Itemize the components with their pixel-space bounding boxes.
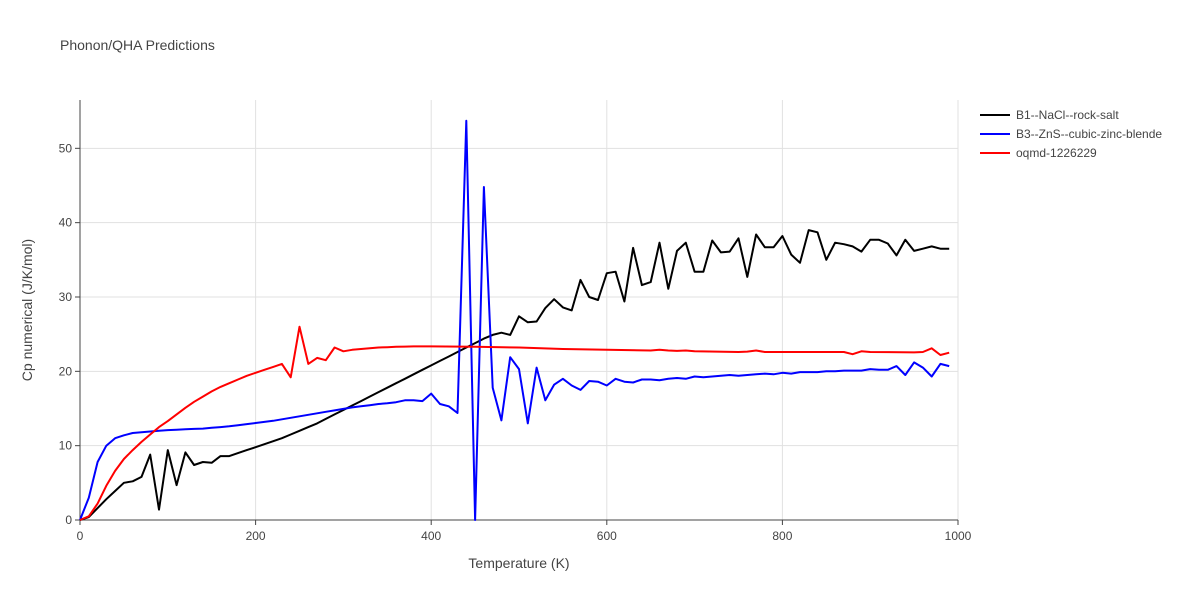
y-tick-label: 20 <box>59 364 73 378</box>
y-tick-label: 40 <box>59 216 73 230</box>
legend-label: B3--ZnS--cubic-zinc-blende <box>1016 127 1162 141</box>
legend-item-1[interactable]: B1--NaCl--rock-salt <box>980 108 1119 122</box>
x-tick-label: 800 <box>772 529 792 543</box>
y-tick-label: 50 <box>59 141 73 155</box>
x-axis-title: Temperature (K) <box>468 555 569 571</box>
axes: 0 200 400 600 800 1000 0 10 20 30 40 50 <box>59 100 972 543</box>
legend-item-3[interactable]: oqmd-1226229 <box>980 146 1097 160</box>
chart-title: Phonon/QHA Predictions <box>60 37 215 53</box>
y-tick-label: 30 <box>59 290 73 304</box>
series-line-1 <box>79 229 950 521</box>
legend-item-2[interactable]: B3--ZnS--cubic-zinc-blende <box>980 127 1162 141</box>
y-tick-label: 0 <box>65 513 72 527</box>
y-axis-title: Cp numerical (J/K/mol) <box>19 239 35 381</box>
x-tick-label: 0 <box>77 529 84 543</box>
x-tick-label: 600 <box>597 529 617 543</box>
x-tick-label: 1000 <box>945 529 972 543</box>
legend-label: oqmd-1226229 <box>1016 146 1097 160</box>
x-tick-label: 200 <box>246 529 266 543</box>
series-line-2 <box>79 119 950 521</box>
legend-label: B1--NaCl--rock-salt <box>1016 108 1119 122</box>
x-tick-label: 400 <box>421 529 441 543</box>
grid <box>80 100 959 520</box>
series-line-3 <box>79 325 950 521</box>
y-tick-label: 10 <box>59 439 73 453</box>
series-layer <box>79 119 950 521</box>
legend[interactable]: B1--NaCl--rock-salt B3--ZnS--cubic-zinc-b… <box>980 108 1162 160</box>
